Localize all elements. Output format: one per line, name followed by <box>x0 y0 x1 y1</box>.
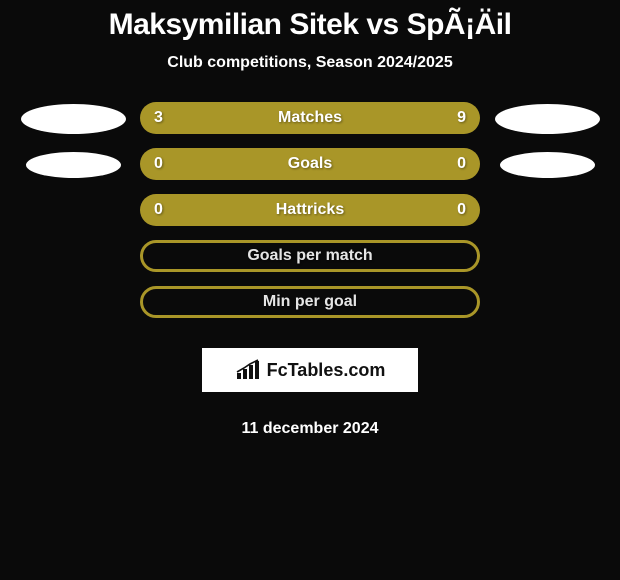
footer-area: FcTables.com 11 december 2024 <box>140 332 480 438</box>
bar-goals: 0 Goals 0 <box>140 148 480 180</box>
gpm-label: Goals per match <box>247 247 372 265</box>
date-text: 11 december 2024 <box>242 420 379 438</box>
stats-area: 3 Matches 9 0 Goals 0 0 Hattricks 0 Goal… <box>0 102 620 438</box>
logo-box[interactable]: FcTables.com <box>202 348 418 392</box>
left-player-col <box>18 102 128 178</box>
comparison-card: Maksymilian Sitek vs SpÃ¡Äil Club compet… <box>0 0 620 438</box>
logo-text: FcTables.com <box>267 360 386 381</box>
bar-goals-per-match: Goals per match <box>140 240 480 272</box>
left-ellipse-1 <box>21 104 126 134</box>
bars-wrapper: 3 Matches 9 0 Goals 0 0 Hattricks 0 Goal… <box>140 102 480 438</box>
right-ellipse-1 <box>495 104 600 134</box>
goals-label: Goals <box>288 155 332 173</box>
matches-label: Matches <box>278 109 342 127</box>
right-ellipse-2 <box>500 152 595 178</box>
hattricks-right: 0 <box>457 201 466 219</box>
matches-left: 3 <box>154 109 163 127</box>
right-player-col <box>492 102 602 178</box>
fctables-chart-icon <box>235 359 261 381</box>
goals-left: 0 <box>154 155 163 173</box>
mpg-label: Min per goal <box>263 293 357 311</box>
bar-hattricks: 0 Hattricks 0 <box>140 194 480 226</box>
subtitle: Club competitions, Season 2024/2025 <box>167 54 452 72</box>
matches-right: 9 <box>457 109 466 127</box>
page-title: Maksymilian Sitek vs SpÃ¡Äil <box>109 8 512 42</box>
bar-min-per-goal: Min per goal <box>140 286 480 318</box>
hattricks-left: 0 <box>154 201 163 219</box>
left-ellipse-2 <box>26 152 121 178</box>
stat-bars: 3 Matches 9 0 Goals 0 0 Hattricks 0 Goal… <box>140 102 480 318</box>
bar-matches: 3 Matches 9 <box>140 102 480 134</box>
goals-right: 0 <box>457 155 466 173</box>
hattricks-label: Hattricks <box>276 201 344 219</box>
